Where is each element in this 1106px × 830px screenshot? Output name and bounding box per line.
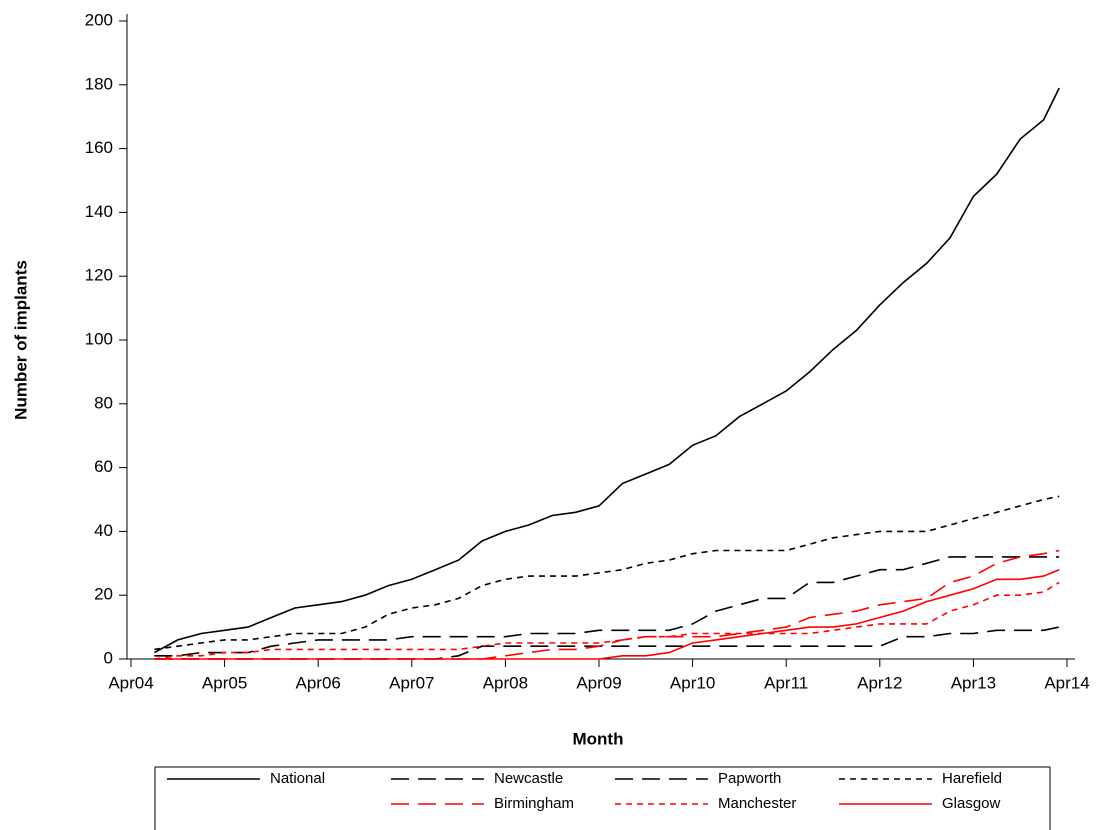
legend-label: Glasgow bbox=[942, 795, 1001, 812]
x-tick-label: Apr13 bbox=[951, 673, 996, 692]
legend-label: Papworth bbox=[718, 770, 781, 787]
x-tick-label: Apr07 bbox=[389, 673, 434, 692]
series-line bbox=[154, 495, 1060, 651]
x-axis-label: Month bbox=[573, 729, 624, 748]
y-tick-label: 160 bbox=[85, 138, 113, 157]
y-tick-label: 120 bbox=[85, 266, 113, 285]
y-tick-label: 140 bbox=[85, 202, 113, 221]
y-tick-label: 40 bbox=[94, 521, 113, 540]
x-tick-label: Apr06 bbox=[296, 673, 341, 692]
x-tick-label: Apr10 bbox=[670, 673, 715, 692]
y-axis-label: Number of implants bbox=[11, 260, 30, 420]
legend-label: Harefield bbox=[942, 770, 1002, 787]
y-tick-label: 180 bbox=[85, 74, 113, 93]
x-tick-label: Apr14 bbox=[1044, 673, 1089, 692]
legend-label: Manchester bbox=[718, 795, 796, 812]
y-tick-label: 60 bbox=[94, 457, 113, 476]
series-line bbox=[154, 581, 1060, 660]
legend-label: National bbox=[270, 770, 325, 787]
x-tick-label: Apr11 bbox=[764, 673, 808, 692]
y-tick-label: 0 bbox=[104, 648, 113, 667]
x-tick-label: Apr09 bbox=[576, 673, 621, 692]
legend-label: Newcastle bbox=[494, 770, 563, 787]
y-tick-label: 80 bbox=[94, 393, 113, 412]
x-tick-label: Apr12 bbox=[857, 673, 902, 692]
legend-label: Birmingham bbox=[494, 795, 574, 812]
x-tick-label: Apr05 bbox=[202, 673, 247, 692]
x-tick-label: Apr04 bbox=[108, 673, 153, 692]
x-tick-label: Apr08 bbox=[483, 673, 528, 692]
y-tick-label: 20 bbox=[94, 585, 113, 604]
y-tick-label: 100 bbox=[85, 329, 113, 348]
series-line bbox=[154, 568, 1060, 660]
legend bbox=[154, 766, 1051, 830]
y-tick-label: 200 bbox=[85, 10, 113, 29]
series-line bbox=[154, 87, 1060, 654]
